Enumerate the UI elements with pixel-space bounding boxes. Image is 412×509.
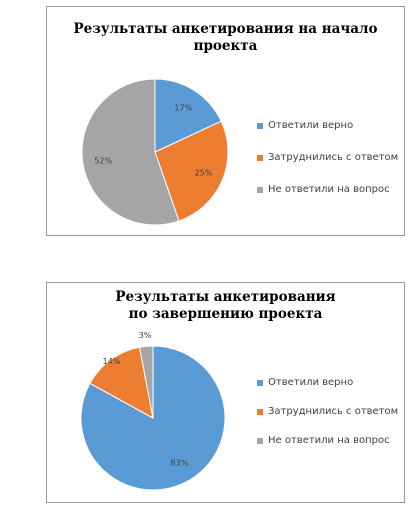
legend-label: Затруднились с ответом (268, 152, 399, 163)
chart-legend: Ответили верно Затруднились с ответом Не… (257, 375, 398, 462)
legend-item-correct: Ответили верно (257, 375, 398, 390)
legend-item-correct: Ответили верно (257, 118, 398, 133)
pie-chart-start: 17% 25% 52% (81, 78, 229, 226)
slice-data-label: 14% (103, 357, 121, 366)
chart-title: Результаты анкетирования на начало проек… (73, 21, 378, 54)
legend-label: Не ответили на вопрос (268, 435, 390, 446)
pie-chart-end: 83% 14% 3% (80, 331, 226, 491)
legend-swatch-icon (257, 408, 263, 415)
legend-swatch-icon (257, 122, 263, 129)
pie-slice-3 (138, 345, 154, 419)
pie-slice-3 (81, 78, 180, 226)
slice-data-label: 83% (170, 459, 188, 468)
pie-slice-2 (89, 346, 154, 419)
chart-legend: Ответили верно Затруднились с ответом Не… (257, 118, 398, 214)
legend-label: Ответили верно (268, 120, 354, 131)
legend-item-difficult: Затруднились с ответом (257, 404, 398, 419)
slice-data-label: 52% (94, 157, 112, 166)
pie-slice-1 (154, 78, 222, 153)
legend-label: Затруднились с ответом (268, 406, 399, 417)
legend-item-no-answer: Не ответили на вопрос (257, 433, 398, 448)
slice-data-label: 25% (194, 169, 212, 178)
chart-title: Результаты анкетирования по завершению п… (115, 289, 336, 322)
pie-slice-1 (80, 345, 226, 491)
legend-item-difficult: Затруднились с ответом (257, 150, 398, 165)
legend-label: Ответили верно (268, 377, 354, 388)
slice-data-label: 3% (139, 331, 152, 340)
chart-panel-start: Результаты анкетирования на начало проек… (46, 6, 405, 236)
legend-swatch-icon (257, 437, 263, 444)
chart-panel-end: Результаты анкетирования по завершению п… (46, 282, 405, 503)
legend-swatch-icon (257, 186, 263, 193)
pie-slice-2 (154, 120, 229, 222)
slice-data-label: 17% (174, 104, 192, 113)
legend-item-no-answer: Не ответили на вопрос (257, 182, 398, 197)
legend-swatch-icon (257, 154, 263, 161)
legend-label: Не ответили на вопрос (268, 184, 390, 195)
legend-swatch-icon (257, 379, 263, 386)
